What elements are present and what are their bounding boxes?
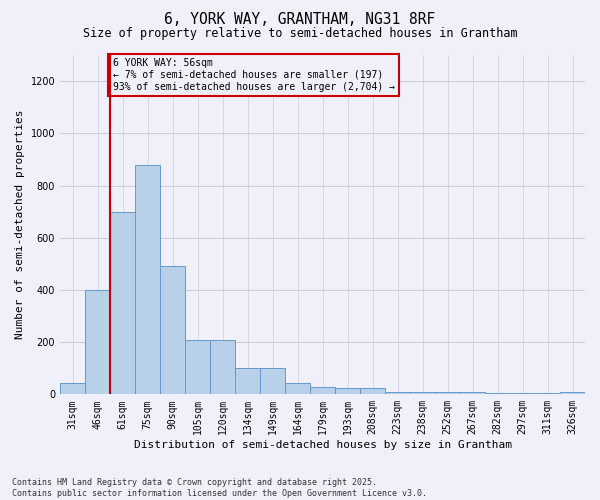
- Bar: [335, 388, 360, 394]
- Bar: [285, 382, 310, 394]
- Bar: [310, 386, 335, 394]
- Text: Contains HM Land Registry data © Crown copyright and database right 2025.
Contai: Contains HM Land Registry data © Crown c…: [12, 478, 427, 498]
- Bar: [110, 212, 135, 394]
- Text: Size of property relative to semi-detached houses in Grantham: Size of property relative to semi-detach…: [83, 28, 517, 40]
- X-axis label: Distribution of semi-detached houses by size in Grantham: Distribution of semi-detached houses by …: [134, 440, 512, 450]
- Bar: [535, 393, 560, 394]
- Bar: [185, 340, 210, 394]
- Text: 6 YORK WAY: 56sqm
← 7% of semi-detached houses are smaller (197)
93% of semi-det: 6 YORK WAY: 56sqm ← 7% of semi-detached …: [113, 58, 395, 92]
- Bar: [160, 266, 185, 394]
- Bar: [485, 393, 510, 394]
- Bar: [510, 393, 535, 394]
- Bar: [235, 368, 260, 394]
- Text: 6, YORK WAY, GRANTHAM, NG31 8RF: 6, YORK WAY, GRANTHAM, NG31 8RF: [164, 12, 436, 28]
- Bar: [460, 392, 485, 394]
- Bar: [410, 392, 435, 394]
- Bar: [360, 388, 385, 394]
- Bar: [210, 340, 235, 394]
- Bar: [560, 392, 585, 394]
- Bar: [260, 368, 285, 394]
- Bar: [385, 392, 410, 394]
- Bar: [435, 392, 460, 394]
- Bar: [135, 164, 160, 394]
- Bar: [60, 382, 85, 394]
- Bar: [85, 290, 110, 395]
- Y-axis label: Number of semi-detached properties: Number of semi-detached properties: [15, 110, 25, 340]
